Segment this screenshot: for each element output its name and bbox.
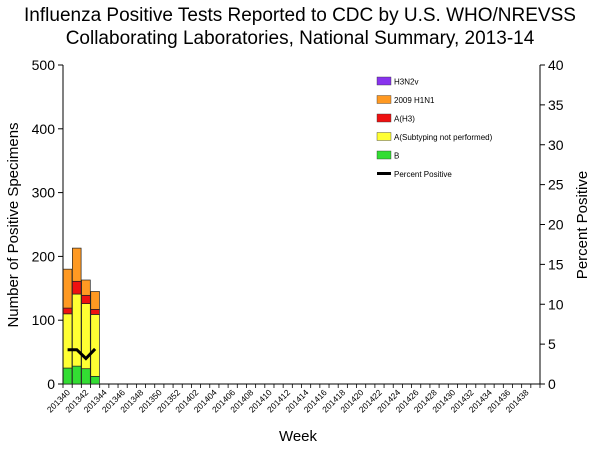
right-tick-label: 5	[548, 336, 556, 352]
bar-201343-series-2	[90, 309, 100, 315]
legend-label: A(Subtyping not performed)	[394, 133, 493, 142]
right-tick-label: 35	[548, 97, 564, 113]
bar-201340-series-2	[62, 307, 73, 315]
bar-201343-series-0	[90, 375, 100, 385]
legend: H3N2v 2009 H1N1 A(H3) A(Subtyping not perfo…	[376, 76, 493, 179]
right-tick-label: 30	[548, 137, 564, 153]
plot-frame	[62, 65, 541, 385]
y-axis-label: Number of Positive Specimens	[5, 122, 22, 327]
legend-label: A(H3)	[394, 115, 415, 124]
right-tick-label: 20	[548, 217, 564, 233]
bar-201340-series-1	[62, 313, 73, 369]
bar-201341-series-1	[72, 293, 82, 367]
bar-201341-series-2	[72, 280, 82, 295]
right-tick-label: 40	[548, 57, 564, 73]
left-tick-label: 400	[32, 121, 56, 137]
bar-201342-series-3	[81, 279, 91, 296]
chart-title: Influenza Positive Tests Reported to CDC…	[0, 4, 600, 50]
left-tick-label: 300	[32, 185, 56, 201]
legend-swatch	[376, 76, 392, 86]
x-axis-label: Week	[279, 428, 318, 445]
x-axis: 2013402013422013442013462013482013502013…	[45, 384, 541, 414]
percent-line-group	[67, 347, 97, 361]
left-tick-label: 0	[47, 376, 55, 392]
right-tick-label: 10	[548, 296, 564, 312]
bar-201343-series-3	[90, 291, 100, 310]
bar-201341-series-0	[72, 365, 82, 385]
bar-201342-series-2	[81, 294, 91, 304]
left-tick-label: 500	[32, 57, 56, 73]
bars-group	[62, 247, 100, 385]
legend-swatch	[376, 113, 392, 123]
legend-swatch	[376, 132, 392, 141]
legend-label: H3N2v	[394, 78, 418, 87]
bar-201341-series-3	[72, 247, 82, 282]
right-axis: 0 5 10 15 20 25 30 35 40	[540, 57, 564, 392]
bar-201343-series-1	[90, 314, 100, 377]
right-tick-label: 25	[548, 177, 564, 193]
bar-201342-series-0	[81, 368, 91, 385]
left-tick-label: 100	[32, 312, 56, 328]
bar-201340-series-0	[62, 367, 73, 385]
percent-positive-line	[67, 347, 97, 361]
legend-label: B	[394, 152, 399, 161]
y2-axis-label: Percent Positive	[574, 171, 591, 279]
right-tick-label: 15	[548, 256, 564, 272]
legend-label: Percent Positive	[394, 170, 452, 179]
legend-swatch	[376, 150, 392, 160]
left-tick-label: 200	[32, 248, 56, 264]
left-axis: 0 100 200 300 400 500	[32, 57, 63, 392]
right-tick-label: 0	[548, 376, 556, 392]
legend-label: 2009 H1N1	[394, 96, 435, 105]
legend-swatch	[376, 95, 392, 104]
chart-title-line-2: Collaborating Laboratories, National Sum…	[65, 28, 535, 49]
bar-201340-series-3	[62, 268, 73, 309]
chart-title-line-1: Influenza Positive Tests Reported to CDC…	[24, 5, 576, 26]
